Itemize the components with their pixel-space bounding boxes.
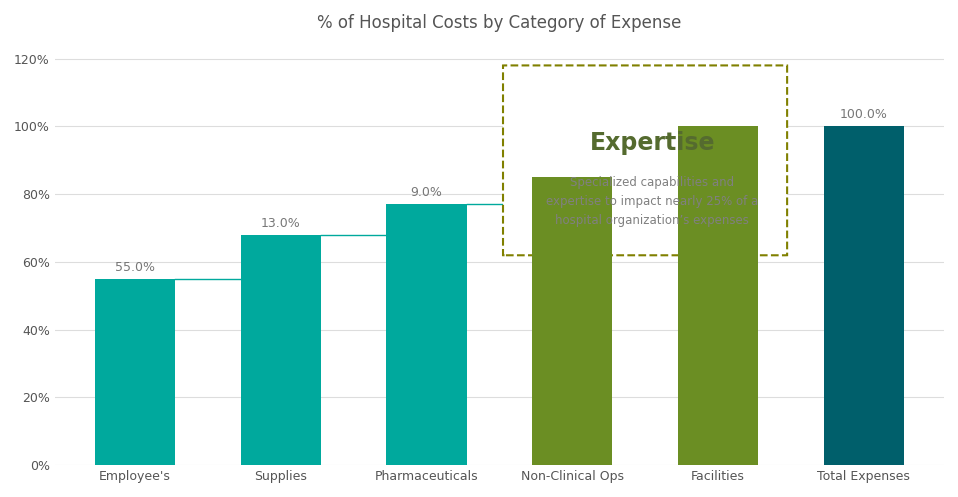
Text: 55.0%: 55.0% xyxy=(115,261,155,274)
Text: 9.0%: 9.0% xyxy=(411,186,443,199)
FancyBboxPatch shape xyxy=(503,66,787,255)
Bar xyxy=(678,126,758,465)
Bar xyxy=(386,204,467,465)
Title: % of Hospital Costs by Category of Expense: % of Hospital Costs by Category of Expen… xyxy=(317,14,681,32)
Text: 100.0%: 100.0% xyxy=(839,108,887,121)
Text: Specialized capabilities and
expertise to impact nearly 25% of a
hospital organi: Specialized capabilities and expertise t… xyxy=(546,175,759,227)
Text: 15.0%: 15.0% xyxy=(698,108,738,121)
Bar xyxy=(95,279,175,465)
Text: 8.0%: 8.0% xyxy=(557,159,588,172)
Bar xyxy=(532,177,612,465)
Bar xyxy=(678,126,758,465)
Text: Expertise: Expertise xyxy=(589,131,715,156)
Text: 13.0%: 13.0% xyxy=(261,217,301,230)
Bar xyxy=(824,126,903,465)
Bar xyxy=(532,177,612,465)
Bar xyxy=(240,235,321,465)
